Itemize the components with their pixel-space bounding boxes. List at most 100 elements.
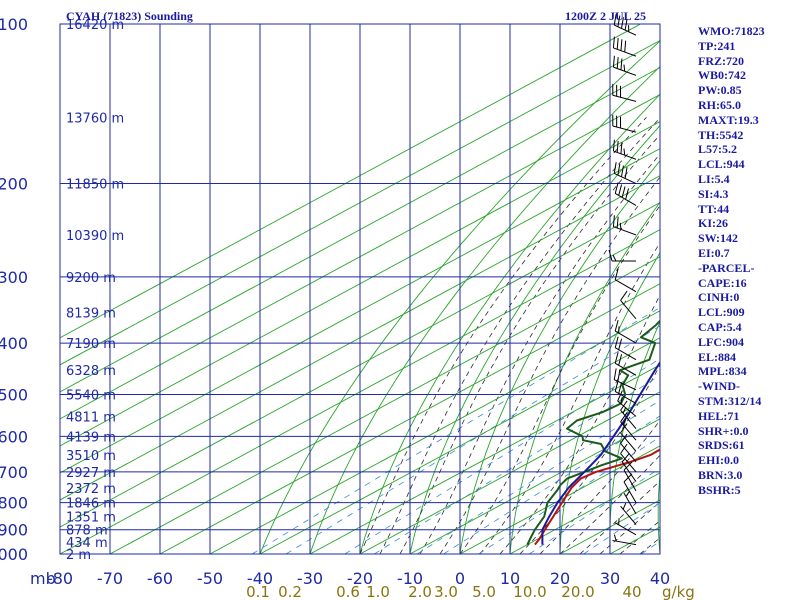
index-item: WMO:71823: [698, 24, 765, 38]
wind-barb: [620, 443, 637, 473]
wind-barb-feather: [620, 400, 628, 411]
temperature-tick-label: -10: [397, 569, 423, 588]
wind-barb: [623, 461, 637, 492]
wind-barb-feather: [616, 37, 619, 50]
wind-barb-feather: [620, 433, 628, 444]
moist-adiabat-line: [499, 294, 660, 554]
index-item: SRDS:61: [698, 438, 745, 453]
skewed-isotherm-line: [60, 39, 660, 366]
wind-barb-feather: [618, 354, 623, 366]
index-item: SW:142: [698, 231, 739, 246]
index-item: TT:44: [698, 201, 730, 216]
height-label: 10390 m: [66, 229, 124, 244]
height-label: 7190 m: [66, 337, 116, 352]
wind-barb-feather: [625, 490, 631, 497]
index-item: KI:26: [698, 216, 728, 231]
wind-barb-feather: [612, 254, 617, 262]
pressure-tick-label: 1000: [0, 545, 28, 564]
parcel-profile-line: [541, 360, 660, 545]
index-item: SI:4.3: [698, 186, 729, 201]
wind-barb-feather: [614, 380, 619, 392]
skewed-isotherm-line: [109, 256, 660, 554]
skewed-isotherm-line: [60, 94, 660, 420]
mixing-ratio-line: [374, 375, 660, 554]
moist-adiabat-line: [459, 204, 660, 554]
chart-title: CYAH (71823) Sounding: [66, 9, 193, 23]
index-item: TP:241: [698, 38, 736, 53]
skewed-isotherm-line: [159, 283, 660, 554]
height-label: 2927 m: [66, 466, 116, 481]
wind-barb-feather: [614, 352, 619, 364]
index-item: BSHR:5: [698, 482, 741, 497]
wind-barb-staff: [623, 469, 637, 492]
wind-barb-staff: [621, 461, 637, 482]
mixing-ratio-label: 2.0: [408, 583, 432, 600]
height-label: 4811 m: [66, 410, 116, 425]
index-item: SHR+:0.0: [698, 423, 749, 438]
wind-barb: [623, 473, 637, 503]
wind-barb-feather: [620, 290, 628, 301]
wind-barb-staff: [612, 94, 637, 102]
wind-barb-feather: [624, 40, 627, 53]
skewed-isotherm-line: [359, 391, 660, 554]
index-item: -WIND-: [698, 379, 740, 394]
height-label: 878 m: [66, 524, 108, 539]
temperature-tick-label: 20: [550, 569, 570, 588]
mixing-ratio-line: [529, 467, 660, 554]
wind-barb-staff: [620, 300, 637, 320]
height-label: 434 m: [66, 536, 108, 551]
wind-barbs: [608, 13, 637, 546]
wind-barb-feather: [620, 39, 623, 51]
wind-barb-feather: [612, 36, 615, 49]
wind-barb-feather: [617, 163, 621, 176]
skewed-isotherm-line: [209, 310, 660, 554]
wind-barb: [612, 114, 637, 133]
wind-barb-staff: [623, 481, 637, 503]
skewed-isotherm-line: [60, 175, 660, 501]
temperature-profile-line: [534, 448, 660, 546]
skewed-isotherm-line: [409, 418, 660, 554]
wind-barb-staff: [614, 279, 637, 293]
wind-barb: [620, 433, 637, 463]
height-label: 16420 m: [66, 18, 124, 33]
vertical-grid: [60, 24, 660, 554]
temperature-tick-label: 0: [455, 569, 465, 588]
index-item: STM:312/14: [698, 393, 762, 408]
mixing-ratio-label: 0.1: [246, 583, 270, 600]
height-label: 3510 m: [66, 449, 116, 464]
dry-adiabat-line: [259, 40, 660, 554]
wind-barb: [612, 215, 637, 236]
wind-barb-feather: [625, 188, 629, 200]
index-item: LFC:904: [698, 334, 744, 349]
wind-barb-feather: [618, 184, 623, 196]
wind-barb-feather: [624, 167, 628, 179]
wind-barb: [613, 162, 637, 184]
wind-barb-feather: [614, 268, 619, 280]
index-item: WB0:742: [698, 68, 746, 83]
height-label: 1846 m: [66, 497, 116, 512]
index-item: MPL:834: [698, 364, 747, 379]
wind-barb: [620, 502, 637, 525]
height-label: 5540 m: [66, 388, 116, 403]
index-item: EL:884: [698, 349, 737, 364]
dry-adiabat-line: [359, 93, 660, 554]
index-item: BRN:3.0: [698, 467, 743, 482]
wind-barb-feather: [614, 319, 619, 332]
index-item: MAXT:19.3: [698, 112, 759, 127]
index-item: LCL:944: [698, 157, 745, 172]
wind-barb-staff: [613, 226, 637, 236]
dry-adiabat-line: [509, 201, 660, 554]
skewed-isotherm-line: [60, 229, 660, 554]
wind-barb-feather: [617, 390, 623, 402]
wind-barb: [614, 182, 637, 206]
mixing-ratio-lines: [251, 306, 660, 554]
mixing-ratio-label: 5.0: [472, 583, 496, 600]
wind-barb-feather: [612, 55, 615, 68]
temperature-tick-label: -20: [347, 569, 373, 588]
wind-barb-feather: [608, 249, 613, 262]
skewed-isotherm-line: [60, 24, 641, 339]
temperature-tick-label: -50: [197, 569, 223, 588]
mixing-ratio-label: 20.0: [561, 583, 594, 600]
moist-adiabat-line: [479, 242, 660, 554]
wind-barb: [612, 36, 637, 57]
